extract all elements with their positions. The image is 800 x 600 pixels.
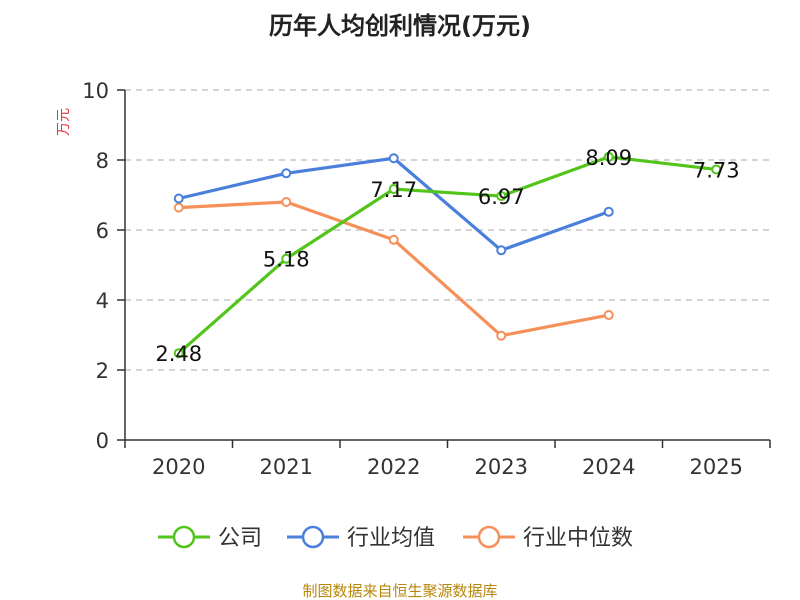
data-label: 5.18 — [263, 248, 310, 272]
x-tick-label: 2022 — [367, 455, 420, 479]
data-point — [281, 253, 292, 264]
data-label: 7.73 — [693, 158, 740, 182]
x-tick-label: 2024 — [582, 455, 635, 479]
x-tick-label: 2020 — [152, 455, 205, 479]
data-point — [711, 164, 722, 175]
source-footer: 制图数据来自恒生聚源数据库 — [302, 582, 497, 600]
data-label: 8.09 — [585, 146, 632, 170]
legend-label: 行业中位数 — [523, 526, 633, 551]
legend-item[interactable]: 行业中位数 — [463, 525, 633, 551]
data-point — [603, 151, 614, 162]
series-line-2 — [178, 200, 610, 338]
y-tick-label: 8 — [96, 149, 109, 173]
legend-marker — [172, 525, 196, 549]
chart-title: 历年人均创利情况(万元) — [269, 12, 531, 40]
data-point — [496, 330, 507, 341]
data-point — [173, 348, 184, 359]
grid-lines — [125, 89, 770, 371]
legend-marker — [477, 525, 501, 549]
data-point — [388, 153, 399, 164]
data-point — [388, 184, 399, 195]
legend[interactable]: 公司 行业均值 行业中位数 — [158, 525, 633, 551]
y-tick-label: 4 — [96, 289, 109, 313]
axes: 0 2 4 6 8 10 2020 2021 2022 2023 2024 2025 — [82, 79, 771, 479]
y-tick-label: 2 — [96, 359, 109, 383]
legend-item[interactable]: 行业均值 — [287, 525, 435, 551]
y-tick-label: 6 — [96, 219, 109, 243]
series-lines — [173, 151, 722, 359]
legend-label: 行业均值 — [347, 526, 435, 551]
data-point — [281, 197, 292, 207]
y-tick-label: 0 — [96, 429, 109, 453]
data-point — [173, 193, 184, 204]
x-tick-label: 2023 — [475, 455, 528, 479]
data-point — [603, 310, 614, 321]
data-point — [173, 202, 184, 213]
legend-label: 公司 — [218, 526, 262, 551]
data-label: 7.17 — [370, 178, 417, 202]
series-2 — [173, 197, 614, 341]
data-point — [281, 168, 292, 179]
series-1 — [173, 153, 614, 256]
data-label: 2.48 — [155, 342, 202, 366]
y-tick-label: 10 — [82, 79, 109, 103]
x-tick-label: 2025 — [690, 455, 743, 479]
series-line-0 — [177, 155, 717, 355]
data-point — [496, 245, 507, 256]
y-axis-label: 万元 — [56, 108, 72, 136]
data-label: 6.97 — [478, 185, 525, 209]
data-labels: 2.48 5.18 7.17 6.97 8.09 7.73 — [155, 146, 739, 366]
series-0 — [173, 151, 722, 359]
legend-item[interactable]: 公司 — [158, 525, 262, 551]
legend-marker — [301, 525, 325, 549]
data-point — [388, 234, 399, 245]
data-point — [496, 191, 507, 202]
x-tick-label: 2021 — [260, 455, 313, 479]
data-point — [603, 206, 614, 217]
